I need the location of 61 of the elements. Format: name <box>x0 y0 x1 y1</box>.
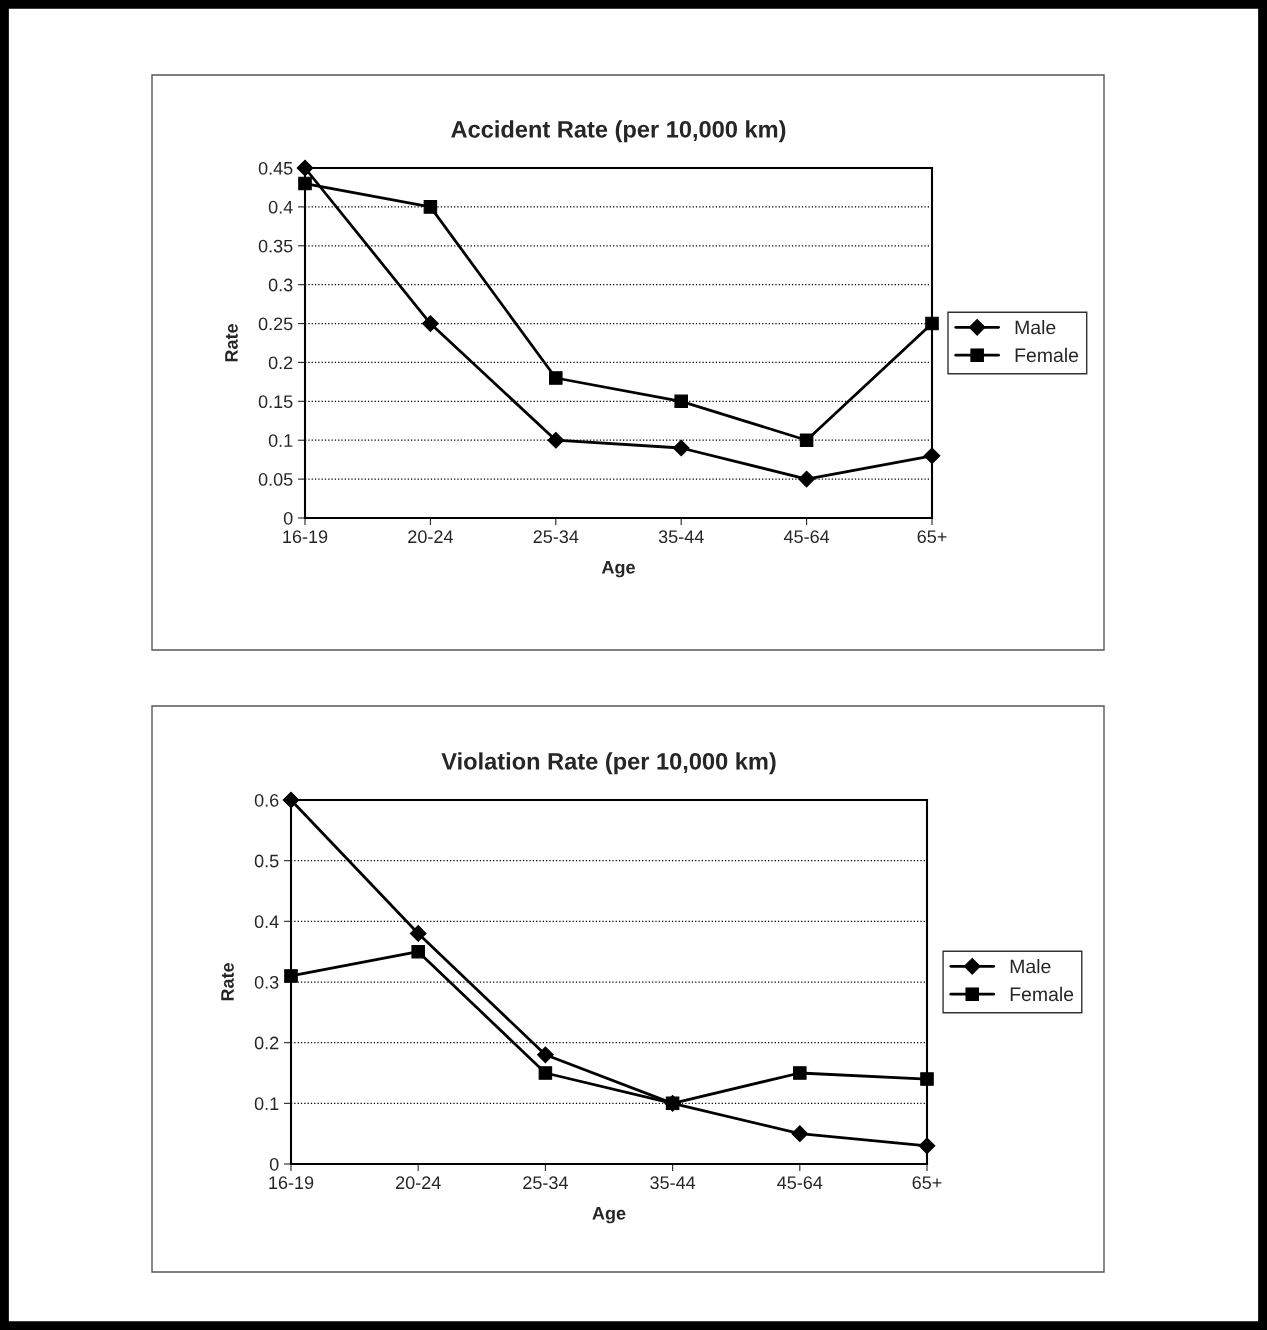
point <box>549 371 563 385</box>
y-tick-label: 0.2 <box>254 1036 279 1050</box>
y-tick-label: 0.4 <box>268 200 293 214</box>
x-tick-label: 16-19 <box>283 530 328 544</box>
x-axis-title: Age <box>592 1207 626 1224</box>
x-tick-label: 65+ <box>917 530 947 544</box>
point <box>791 1125 809 1143</box>
point <box>411 944 425 959</box>
x-tick-label: 35-44 <box>650 1176 696 1190</box>
chart-title: Accident Rate (per 10,000 km) <box>451 120 786 143</box>
x-axis-title: Age <box>601 561 635 578</box>
point <box>799 433 814 447</box>
point <box>920 1072 934 1086</box>
point <box>298 176 312 191</box>
x-tick-label: 65+ <box>912 1176 942 1190</box>
x-tick-label: 35-44 <box>658 530 704 544</box>
point <box>409 925 427 942</box>
point <box>537 1046 554 1064</box>
legend-label: Female <box>1010 986 1074 1002</box>
x-tick-label: 20-24 <box>408 530 453 544</box>
x-tick-label: 45-64 <box>783 530 830 544</box>
y-tick-label: 0.2 <box>268 356 293 370</box>
x-tick-label: 20-24 <box>396 1176 441 1190</box>
point <box>282 791 300 809</box>
y-axis-title: Rate <box>221 963 234 1001</box>
legend-label: Male <box>1015 320 1056 335</box>
y-tick-label: 0 <box>283 511 293 525</box>
y-tick-label: 0.6 <box>254 793 279 807</box>
y-tick-label: 0.3 <box>254 975 279 989</box>
x-tick-label: 45-64 <box>777 1176 823 1190</box>
y-tick-label: 0.4 <box>254 915 279 929</box>
legend-label: Male <box>1010 959 1051 974</box>
point <box>793 1066 807 1080</box>
legend-label: Female <box>1015 347 1079 363</box>
y-tick-label: 0.1 <box>268 434 293 447</box>
y-tick-label: 0.35 <box>258 239 293 253</box>
point <box>674 394 688 409</box>
x-tick-label: 25-34 <box>533 530 579 544</box>
point <box>925 316 939 331</box>
y-tick-label: 0.15 <box>258 395 293 409</box>
y-tick-label: 0.5 <box>254 854 279 868</box>
y-tick-label: 0.25 <box>258 317 293 331</box>
point <box>422 315 439 332</box>
y-tick-label: 0.3 <box>268 278 293 292</box>
point <box>672 439 690 457</box>
point <box>923 447 941 465</box>
x-tick-label: 25-34 <box>523 1176 568 1190</box>
y-axis-title: Rate <box>225 324 238 362</box>
point <box>296 159 314 177</box>
point <box>284 969 298 983</box>
x-tick-label: 16-19 <box>269 1176 314 1190</box>
y-tick-label: 0.1 <box>254 1097 279 1111</box>
point <box>918 1137 936 1155</box>
point <box>798 470 815 488</box>
point <box>423 200 438 214</box>
point <box>547 431 565 449</box>
point <box>538 1066 553 1080</box>
y-tick-label: 0 <box>269 1157 279 1171</box>
y-tick-label: 0.05 <box>258 473 293 486</box>
chart-title: Violation Rate (per 10,000 km) <box>441 752 776 775</box>
y-tick-label: 0.45 <box>258 161 293 175</box>
